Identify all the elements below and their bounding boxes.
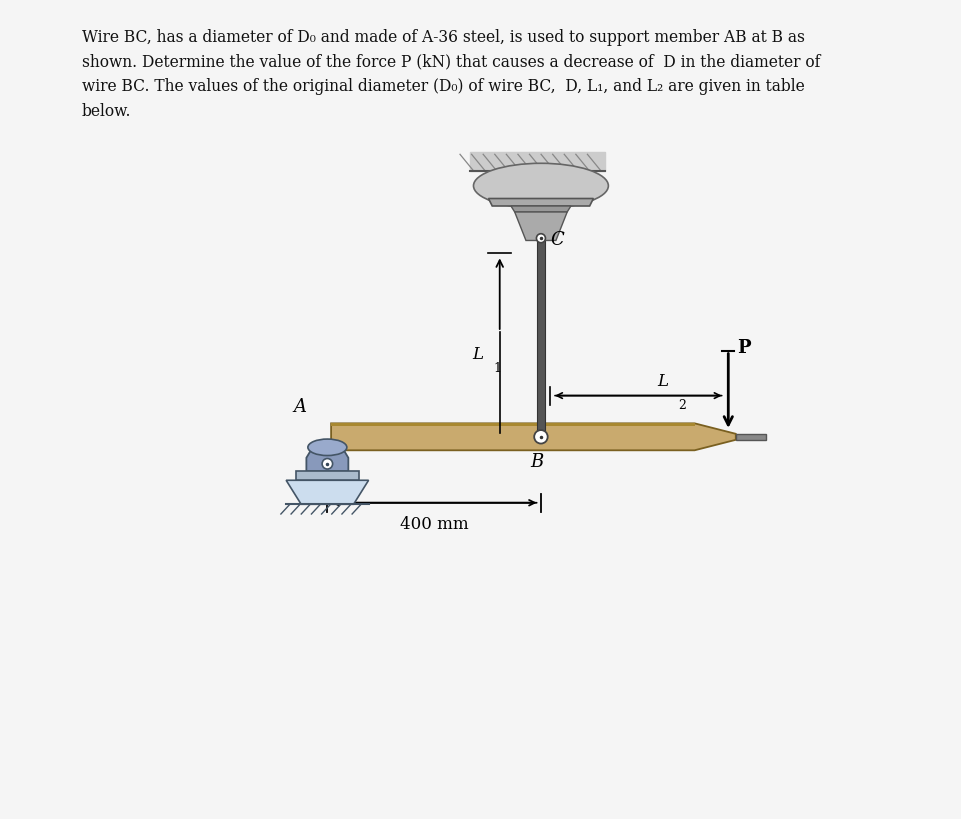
Text: A: A: [293, 398, 307, 416]
Polygon shape: [332, 423, 736, 450]
Polygon shape: [286, 480, 369, 505]
Polygon shape: [511, 206, 571, 212]
Text: L: L: [657, 373, 668, 390]
Circle shape: [322, 459, 333, 469]
Text: Wire BC, has a diameter of D₀ and made of A-36 steel, is used to support member : Wire BC, has a diameter of D₀ and made o…: [82, 29, 820, 120]
Polygon shape: [515, 212, 567, 241]
Circle shape: [536, 233, 546, 242]
Text: P: P: [737, 338, 751, 356]
Text: 400 mm: 400 mm: [400, 516, 468, 533]
Text: 1: 1: [494, 362, 502, 375]
Text: C: C: [551, 232, 564, 250]
Text: 2: 2: [678, 399, 686, 412]
Ellipse shape: [308, 439, 347, 455]
Circle shape: [534, 430, 548, 444]
Text: B: B: [530, 453, 544, 471]
Polygon shape: [296, 471, 358, 480]
Polygon shape: [307, 450, 348, 471]
Polygon shape: [332, 423, 695, 427]
Text: L: L: [472, 346, 483, 363]
Polygon shape: [537, 241, 545, 437]
Polygon shape: [488, 198, 593, 206]
Polygon shape: [736, 434, 766, 440]
Ellipse shape: [474, 163, 608, 208]
